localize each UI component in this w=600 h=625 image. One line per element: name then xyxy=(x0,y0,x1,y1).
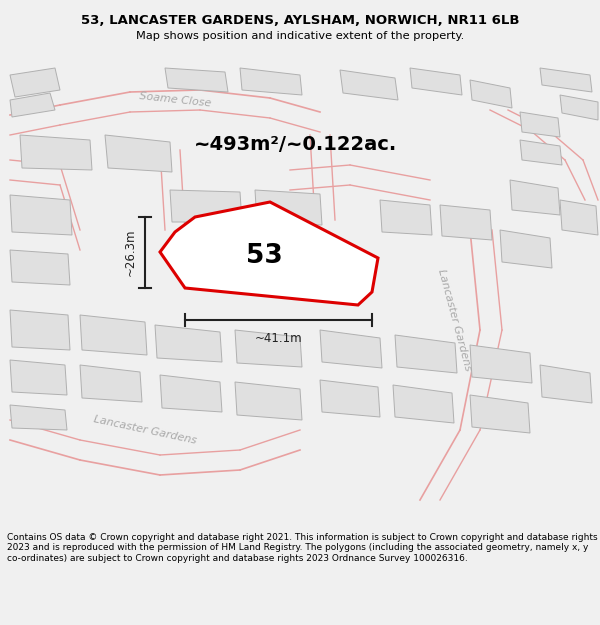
Polygon shape xyxy=(395,335,457,373)
Polygon shape xyxy=(520,112,560,137)
Polygon shape xyxy=(20,135,92,170)
Text: 53: 53 xyxy=(246,244,283,269)
Polygon shape xyxy=(470,395,530,433)
Polygon shape xyxy=(380,200,432,235)
Polygon shape xyxy=(410,68,462,95)
Polygon shape xyxy=(80,315,147,355)
Polygon shape xyxy=(500,230,552,268)
Polygon shape xyxy=(470,80,512,108)
Polygon shape xyxy=(470,345,532,383)
Polygon shape xyxy=(10,360,67,395)
Polygon shape xyxy=(560,95,598,120)
Polygon shape xyxy=(393,385,454,423)
Polygon shape xyxy=(10,68,60,97)
Polygon shape xyxy=(540,365,592,403)
Polygon shape xyxy=(160,202,378,305)
Polygon shape xyxy=(440,205,492,240)
Polygon shape xyxy=(235,330,302,367)
Text: Contains OS data © Crown copyright and database right 2021. This information is : Contains OS data © Crown copyright and d… xyxy=(7,533,598,562)
Polygon shape xyxy=(340,70,398,100)
Polygon shape xyxy=(560,200,598,235)
Polygon shape xyxy=(10,310,70,350)
Polygon shape xyxy=(105,135,172,172)
Polygon shape xyxy=(165,68,228,92)
Text: 53, LANCASTER GARDENS, AYLSHAM, NORWICH, NR11 6LB: 53, LANCASTER GARDENS, AYLSHAM, NORWICH,… xyxy=(81,14,519,27)
Text: Soame Close: Soame Close xyxy=(139,91,211,109)
Polygon shape xyxy=(10,195,72,235)
Polygon shape xyxy=(10,93,55,117)
Polygon shape xyxy=(540,68,592,92)
Polygon shape xyxy=(170,190,242,222)
Polygon shape xyxy=(520,140,562,165)
Text: Map shows position and indicative extent of the property.: Map shows position and indicative extent… xyxy=(136,31,464,41)
Polygon shape xyxy=(155,325,222,362)
Polygon shape xyxy=(510,180,560,215)
Polygon shape xyxy=(255,190,322,225)
Text: Lancaster Gardens: Lancaster Gardens xyxy=(437,268,473,372)
Polygon shape xyxy=(235,382,302,420)
Text: Lancaster Gardens: Lancaster Gardens xyxy=(92,414,197,446)
Polygon shape xyxy=(10,405,67,430)
Polygon shape xyxy=(240,68,302,95)
Polygon shape xyxy=(320,330,382,368)
Text: ~26.3m: ~26.3m xyxy=(124,229,137,276)
Polygon shape xyxy=(250,240,332,290)
Text: ~493m²/~0.122ac.: ~493m²/~0.122ac. xyxy=(193,136,397,154)
Polygon shape xyxy=(10,250,70,285)
Polygon shape xyxy=(80,365,142,402)
Polygon shape xyxy=(320,380,380,417)
Text: ~41.1m: ~41.1m xyxy=(254,331,302,344)
Polygon shape xyxy=(160,375,222,412)
